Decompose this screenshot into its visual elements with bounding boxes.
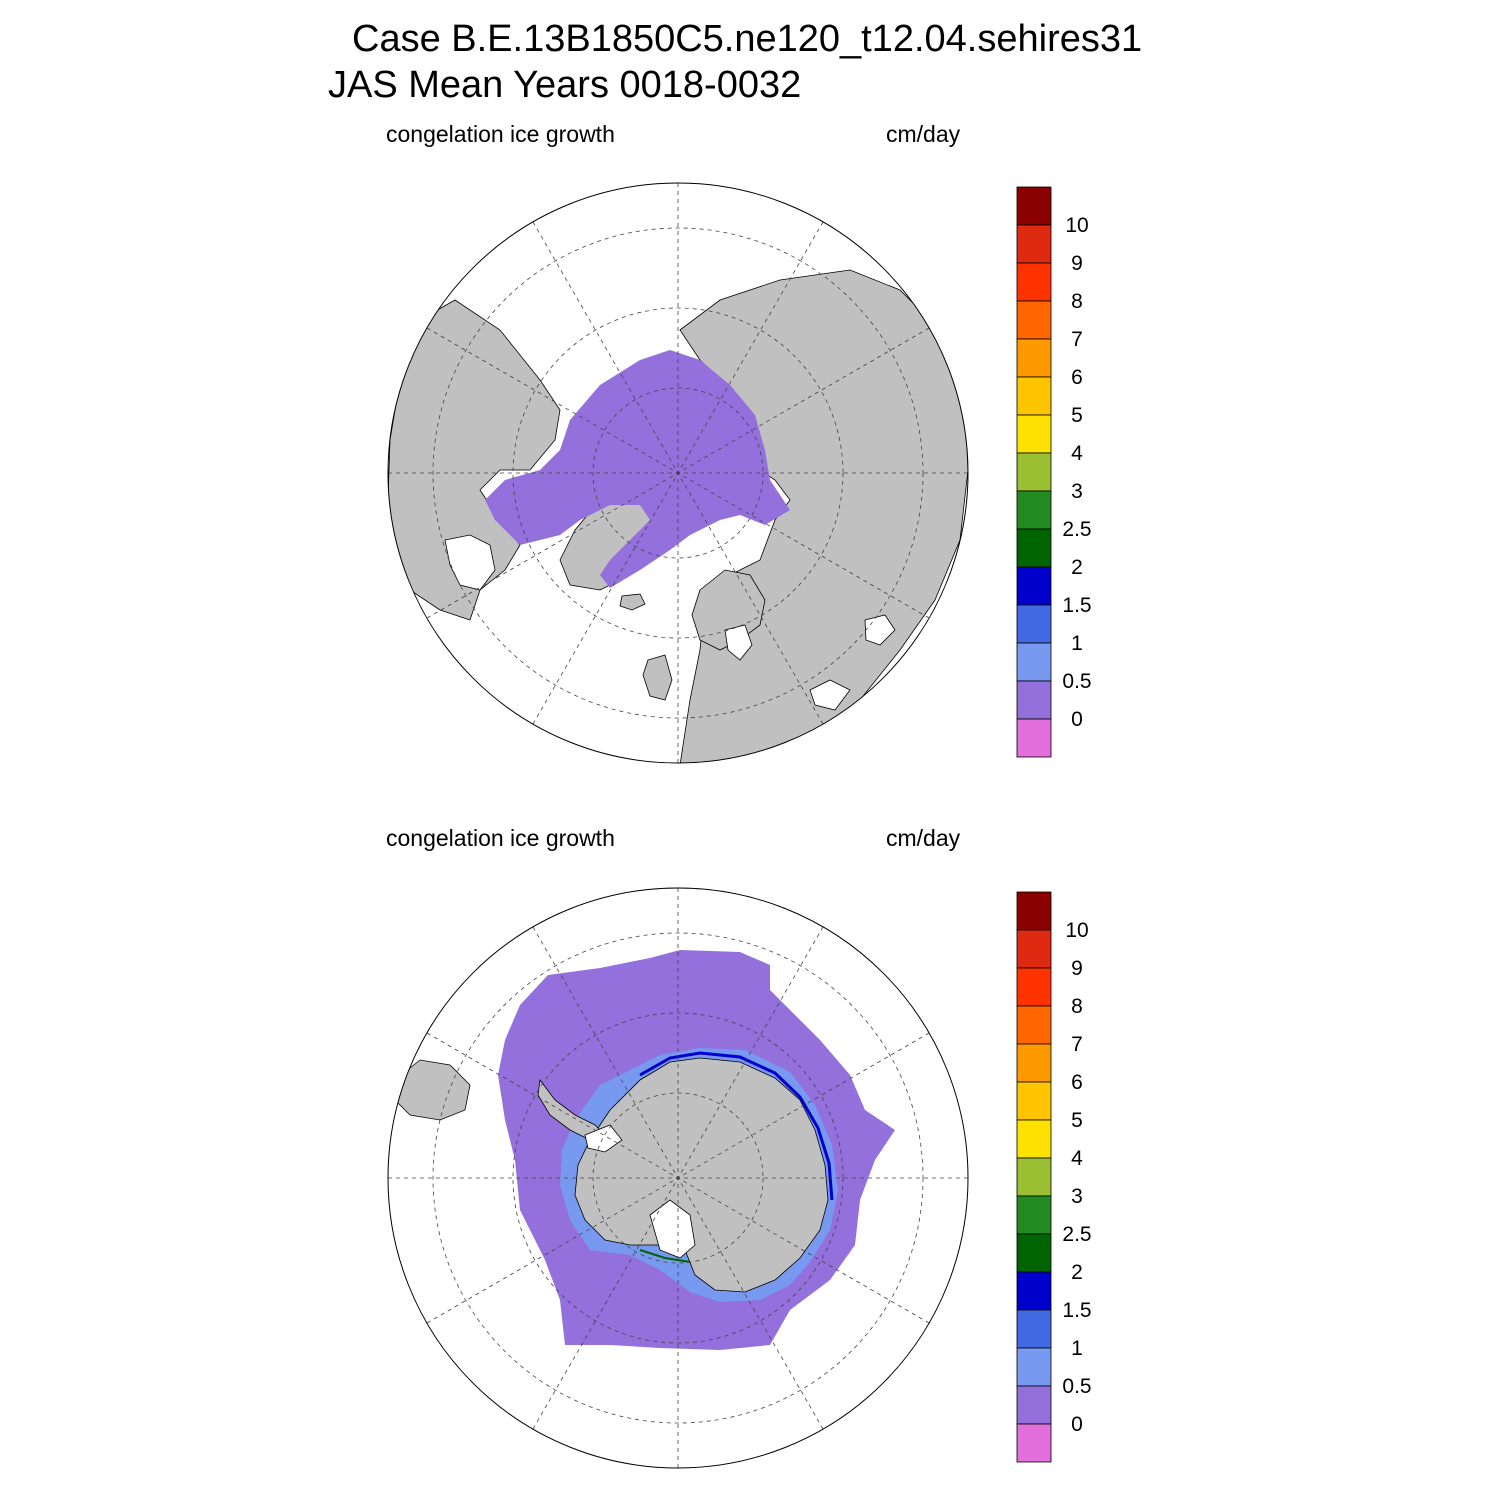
south-colorbar-box (1016, 1347, 1052, 1387)
south-colorbar-label: 2 (1071, 1261, 1083, 1284)
north-polar-map (387, 182, 969, 764)
figure-title-period: JAS Mean Years 0018-0032 (328, 64, 802, 106)
north-colorbar-label: 0.5 (1062, 670, 1091, 693)
south-colorbar-label: 0 (1071, 1413, 1083, 1436)
south-colorbar-box (1016, 891, 1052, 931)
south-colorbar-box (1016, 1423, 1052, 1463)
north-colorbar-box (1016, 186, 1052, 226)
north-colorbar-label: 1 (1071, 632, 1083, 655)
north-colorbar-box (1016, 376, 1052, 416)
south-colorbar-label: 4 (1071, 1147, 1083, 1170)
south-colorbar-label: 10 (1065, 919, 1088, 942)
south-graticule (388, 888, 968, 1468)
weddell-ice-shelf (584, 1124, 623, 1153)
north-graticule (388, 183, 968, 763)
north-colorbar: 10 9 8 7 6 5 4 3 2.5 2 1.5 1 0.5 0 (1016, 186, 1092, 758)
south-colorbar-label: 8 (1071, 995, 1083, 1018)
north-colorbar-label: 3 (1071, 480, 1083, 503)
south-colorbar-box (1016, 1309, 1052, 1349)
north-colorbar-label: 10 (1065, 214, 1088, 237)
north-colorbar-box (1016, 566, 1052, 606)
ross-ice-shelf (649, 1199, 696, 1259)
antarctica-land (574, 1057, 829, 1293)
arctic-sea-ice (485, 350, 790, 588)
north-colorbar-label: 1.5 (1062, 594, 1091, 617)
north-colorbar-label: 5 (1071, 404, 1083, 427)
north-colorbar-box (1016, 642, 1052, 682)
antarctic-coastal-fast-growth (639, 1051, 834, 1201)
south-colorbar-label: 1.5 (1062, 1299, 1091, 1322)
south-colorbar-box (1016, 1157, 1052, 1197)
north-colorbar-box (1016, 490, 1052, 530)
north-colorbar-box (1016, 528, 1052, 568)
north-colorbar-label: 2.5 (1062, 518, 1091, 541)
north-colorbar-box (1016, 452, 1052, 492)
figure-title-case: Case B.E.13B1850C5.ne120_t12.04.sehires3… (352, 18, 1143, 60)
south-colorbar-box (1016, 1119, 1052, 1159)
north-colorbar-label: 0 (1071, 708, 1083, 731)
south-colorbar-box (1016, 967, 1052, 1007)
south-colorbar: 10 9 8 7 6 5 4 3 2.5 2 1.5 1 0.5 0 (1016, 891, 1092, 1463)
north-colorbar-label: 6 (1071, 366, 1083, 389)
south-units-label: cm/day (886, 825, 961, 851)
south-map-border (387, 887, 969, 1469)
european-inland-sea (724, 624, 753, 661)
iceland-land (619, 593, 646, 611)
south-colorbar-label: 5 (1071, 1109, 1083, 1132)
south-colorbar-box (1016, 1271, 1052, 1311)
north-colorbar-label: 8 (1071, 290, 1083, 313)
british-isles-land (642, 654, 673, 701)
south-colorbar-label: 7 (1071, 1033, 1083, 1056)
south-colorbar-box (1016, 929, 1052, 969)
north-colorbar-box (1016, 300, 1052, 340)
north-colorbar-label: 4 (1071, 442, 1083, 465)
south-colorbar-box (1016, 1043, 1052, 1083)
south-colorbar-label: 3 (1071, 1185, 1083, 1208)
south-polar-map (387, 887, 969, 1469)
north-colorbar-box (1016, 718, 1052, 758)
south-colorbar-label: 2.5 (1062, 1223, 1091, 1246)
north-colorbar-box (1016, 224, 1052, 264)
south-america-land (394, 1059, 471, 1121)
north-variable-label: congelation ice growth (386, 121, 615, 147)
north-units-label: cm/day (886, 121, 961, 147)
north-colorbar-box (1016, 680, 1052, 720)
south-variable-label: congelation ice growth (386, 825, 615, 851)
south-colorbar-label: 0.5 (1062, 1375, 1091, 1398)
south-colorbar-box (1016, 1081, 1052, 1121)
north-colorbar-box (1016, 604, 1052, 644)
south-colorbar-box (1016, 1233, 1052, 1273)
north-colorbar-label: 9 (1071, 252, 1083, 275)
north-colorbar-label: 7 (1071, 328, 1083, 351)
south-colorbar-label: 1 (1071, 1337, 1083, 1360)
south-colorbar-label: 9 (1071, 957, 1083, 980)
caspian-sea (809, 679, 851, 711)
hudson-bay (444, 534, 496, 591)
south-colorbar-box (1016, 1385, 1052, 1425)
north-map-border (387, 182, 969, 764)
south-colorbar-box (1016, 1005, 1052, 1045)
north-colorbar-label: 2 (1071, 556, 1083, 579)
south-colorbar-label: 6 (1071, 1071, 1083, 1094)
south-colorbar-box (1016, 1195, 1052, 1235)
antarctic-coastal-fast-growth-2 (639, 1249, 691, 1263)
north-colorbar-box (1016, 262, 1052, 302)
north-colorbar-box (1016, 338, 1052, 378)
north-colorbar-box (1016, 414, 1052, 454)
